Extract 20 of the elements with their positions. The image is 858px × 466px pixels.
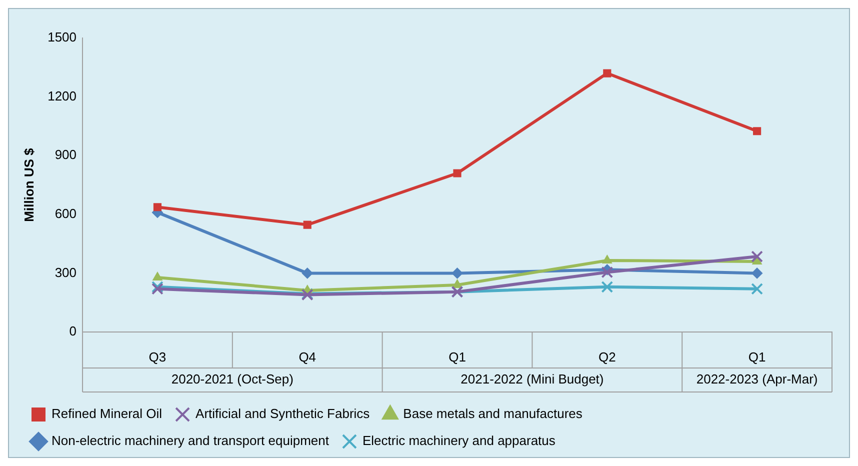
- legend-label: Electric machinery and apparatus: [362, 433, 556, 448]
- x-tick-label: Q1: [448, 349, 466, 364]
- y-tick-label: 0: [69, 324, 77, 339]
- y-tick-label: 900: [54, 147, 77, 162]
- x-tick-label: Q1: [748, 349, 766, 364]
- legend-label: Artificial and Synthetic Fabrics: [196, 406, 370, 422]
- x-tick-label: Q2: [598, 349, 616, 364]
- y-tick-label: 300: [54, 264, 77, 280]
- y-tick-label: 1500: [48, 30, 77, 45]
- x-tick-label: Q3: [148, 349, 166, 364]
- text: 2022-2023 (Apr-Mar): [696, 372, 818, 387]
- y-axis-title: Million US $: [21, 147, 36, 222]
- y-tick-label: 600: [54, 206, 77, 221]
- x-tick-label: Q4: [298, 349, 316, 364]
- text: 2021-2022 (Mini Budget): [460, 372, 604, 387]
- legend-label: Non-electric machinery and transport equipment: [52, 433, 330, 448]
- legend-label: Refined Mineral Oil: [52, 406, 162, 422]
- legend-label: Base metals and manufactures: [403, 406, 583, 422]
- y-tick-label: 1200: [48, 88, 77, 104]
- text: 2020-2021 (Oct-Sep): [171, 372, 294, 387]
